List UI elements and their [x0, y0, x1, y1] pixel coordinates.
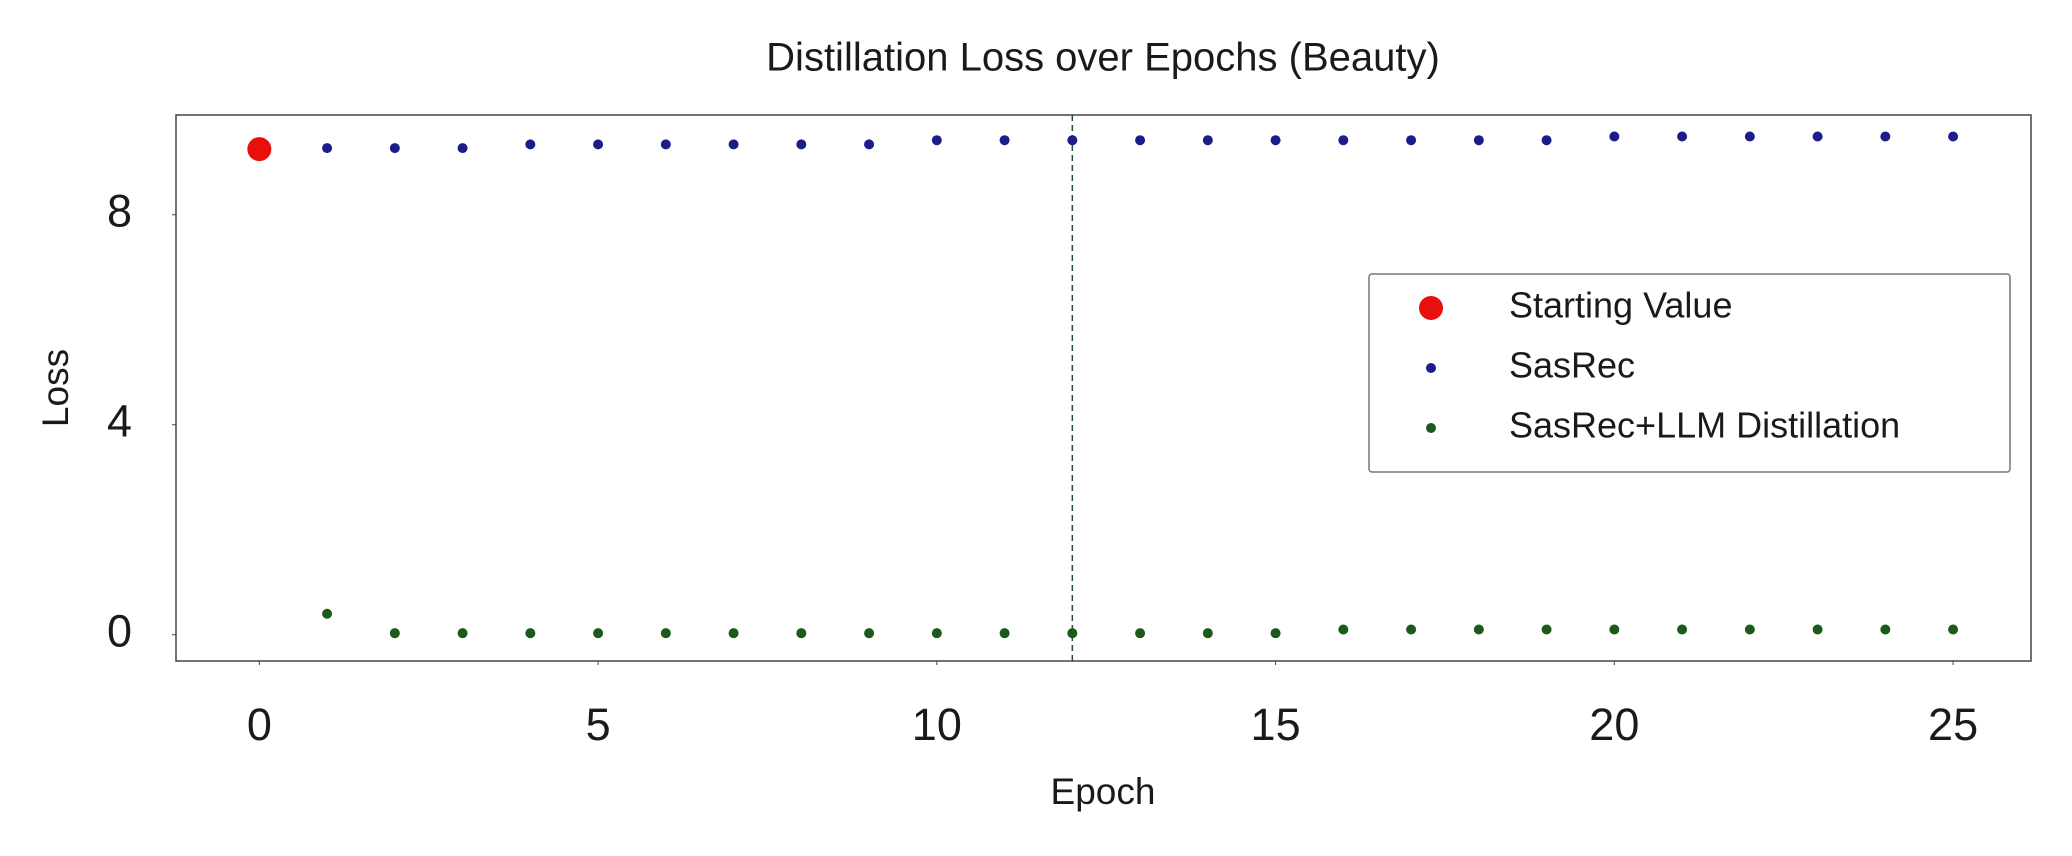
data-point: [322, 143, 333, 154]
data-point: [389, 143, 400, 154]
legend-marker: [1426, 363, 1436, 373]
data-point: [1067, 135, 1078, 146]
data-point: [593, 628, 604, 639]
data-point: [1541, 624, 1552, 635]
data-point: [1406, 624, 1417, 635]
y-tick-label: 8: [107, 186, 132, 237]
data-point: [1948, 624, 1959, 635]
data-point: [457, 628, 468, 639]
chart-title: Distillation Loss over Epochs (Beauty): [766, 36, 1440, 80]
data-point: [1473, 135, 1484, 146]
y-tick-label: 0: [107, 606, 132, 657]
x-tick-label: 5: [586, 699, 611, 750]
data-point: [1677, 131, 1688, 142]
data-point: [728, 139, 739, 150]
legend-box: [1368, 273, 2011, 473]
data-point: [864, 139, 875, 150]
x-tick-label: 10: [912, 699, 962, 750]
data-point: [1609, 131, 1620, 142]
data-point: [796, 139, 807, 150]
data-point: [728, 628, 739, 639]
data-point: [1338, 135, 1349, 146]
data-point: [1406, 135, 1417, 146]
data-point: [1338, 624, 1349, 635]
data-point: [999, 135, 1010, 146]
data-point: [1812, 131, 1823, 142]
legend-label: SasRec+LLM Distillation: [1509, 405, 1900, 446]
x-tick-label: 25: [1928, 699, 1978, 750]
data-point: [999, 628, 1010, 639]
data-point: [247, 137, 272, 162]
legend-label: Starting Value: [1509, 285, 1732, 326]
data-point: [660, 139, 671, 150]
data-point: [1067, 628, 1078, 639]
data-point: [593, 139, 604, 150]
data-point: [525, 139, 536, 150]
data-point: [931, 628, 942, 639]
legend-label: SasRec: [1509, 345, 1635, 386]
data-point: [1744, 624, 1755, 635]
data-point: [1202, 135, 1213, 146]
data-point: [322, 608, 333, 619]
data-point: [1744, 131, 1755, 142]
data-point: [1135, 628, 1146, 639]
x-tick-label: 0: [247, 699, 272, 750]
data-point: [931, 135, 942, 146]
data-point: [1541, 135, 1552, 146]
data-point: [525, 628, 536, 639]
data-point: [1880, 624, 1891, 635]
data-point: [1812, 624, 1823, 635]
plot-frame: [175, 114, 2032, 662]
data-point: [1677, 624, 1688, 635]
data-point: [864, 628, 875, 639]
data-point: [1473, 624, 1484, 635]
x-tick-label: 15: [1251, 699, 1301, 750]
y-tick-label: 4: [107, 396, 132, 447]
data-point: [1202, 628, 1213, 639]
data-point: [796, 628, 807, 639]
legend-marker: [1426, 423, 1436, 433]
data-point: [1609, 624, 1620, 635]
data-point: [1270, 135, 1281, 146]
x-axis-label: Epoch: [1051, 771, 1156, 812]
data-point: [389, 628, 400, 639]
data-point: [1135, 135, 1146, 146]
y-axis-label: Loss: [35, 349, 76, 427]
data-point: [457, 143, 468, 154]
data-point: [1880, 131, 1891, 142]
data-point: [1948, 131, 1959, 142]
legend-marker: [1419, 296, 1443, 320]
x-tick-label: 20: [1589, 699, 1639, 750]
data-point: [1270, 628, 1281, 639]
data-point: [660, 628, 671, 639]
